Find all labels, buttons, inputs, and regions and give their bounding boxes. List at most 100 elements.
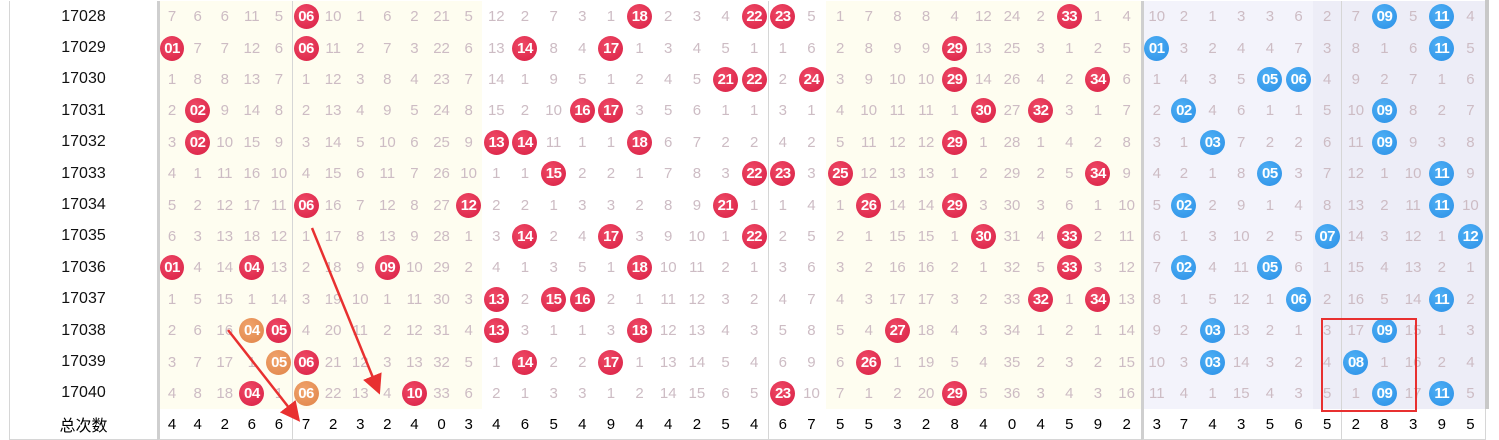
miss-cell: 2 [346, 32, 375, 65]
miss-count: 3 [1065, 102, 1074, 120]
miss-cell: 21 [319, 346, 348, 379]
miss-count: 1 [635, 353, 644, 371]
miss-count: 6 [664, 133, 673, 151]
miss-cell: 5 [711, 346, 741, 379]
red-ball: 10 [401, 380, 427, 406]
miss-cell: 11 [854, 126, 885, 159]
miss-count: 1 [520, 70, 530, 88]
miss-cell: 1 [1026, 315, 1056, 348]
miss-count: 10 [216, 133, 234, 151]
miss-count: 1 [578, 322, 587, 340]
miss-cell: 5 [825, 315, 856, 348]
miss-cell: 3 [400, 32, 429, 65]
ball-cell: 05 [265, 346, 294, 379]
miss-cell: 2 [1198, 189, 1228, 222]
miss-cell: 5 [768, 315, 799, 348]
ball-cell: 33 [1055, 1, 1085, 34]
miss-count: 2 [606, 290, 616, 308]
total-count: 4 [625, 409, 655, 440]
miss-cell: 2 [1255, 126, 1286, 159]
miss-count: 24 [1003, 8, 1021, 26]
ball-cell: 18 [625, 315, 655, 348]
miss-cell: 35 [997, 346, 1028, 379]
miss-cell: 2 [157, 315, 186, 348]
miss-cell: 16 [238, 158, 267, 191]
red-ball: 01 [160, 35, 185, 61]
miss-cell: 15 [482, 95, 512, 128]
miss-cell: 8 [539, 32, 569, 65]
miss-cell: 3 [1255, 1, 1286, 34]
miss-count: 10 [889, 70, 906, 88]
miss-cell: 13 [211, 220, 240, 254]
miss-count: 12 [688, 290, 706, 308]
miss-cell: 1 [238, 283, 267, 316]
ball-cell: 29 [940, 63, 971, 97]
miss-count: 1 [247, 290, 257, 308]
miss-count: 4 [578, 39, 587, 57]
miss-count: 8 [1466, 133, 1475, 151]
miss-cell: 13 [238, 63, 267, 97]
red-ball: 33 [1056, 223, 1082, 249]
miss-count: 1 [1093, 322, 1103, 340]
miss-cell: 13 [1398, 252, 1429, 285]
miss-count: 9 [356, 259, 365, 277]
miss-cell: 1 [940, 220, 971, 254]
red-ball: 22 [741, 161, 767, 187]
red-ball: 02 [185, 129, 211, 155]
miss-cell: 2 [1284, 346, 1314, 379]
miss-cell: 32 [428, 346, 457, 379]
miss-cell: 5 [711, 32, 741, 65]
miss-count: 1 [301, 227, 311, 245]
miss-cell: 11 [883, 95, 913, 128]
miss-cell: 2 [1140, 95, 1171, 128]
miss-cell: 2 [567, 346, 598, 379]
ball-cell: 22 [739, 220, 770, 254]
miss-count: 6 [1152, 227, 1161, 245]
miss-count: 16 [889, 259, 906, 277]
miss-cell: 2 [653, 1, 684, 34]
red-ball: 17 [598, 349, 624, 375]
ball-cell: 10 [400, 377, 429, 411]
miss-cell: 2 [739, 283, 770, 316]
miss-cell: 5 [1456, 377, 1486, 411]
miss-cell: 13 [682, 315, 713, 348]
miss-count: 1 [1322, 259, 1332, 277]
miss-count: 3 [721, 165, 730, 183]
red-ball: 01 [160, 255, 185, 281]
red-ball: 13 [483, 286, 509, 312]
miss-count: 8 [921, 8, 931, 26]
miss-cell: 4 [1198, 252, 1228, 285]
total-count: 2 [211, 409, 240, 440]
miss-count: 5 [167, 196, 177, 214]
miss-cell: 7 [1226, 126, 1257, 159]
miss-cell: 3 [969, 189, 999, 222]
ball-cell: 15 [539, 158, 569, 191]
miss-count: 6 [1237, 102, 1246, 120]
miss-cell: 10 [346, 283, 375, 316]
miss-cell: 1 [1198, 1, 1228, 34]
miss-cell: 2 [1312, 1, 1343, 34]
ball-cell: 11 [1427, 283, 1458, 316]
miss-count: 3 [1152, 133, 1161, 151]
red-ball: 16 [569, 286, 595, 312]
miss-cell: 15 [319, 158, 348, 191]
miss-count: 9 [864, 70, 873, 88]
miss-cell: 9 [911, 32, 942, 65]
miss-count: 5 [1408, 8, 1418, 26]
miss-cell: 3 [825, 63, 856, 97]
miss-count: 5 [464, 353, 473, 371]
miss-count: 13 [1347, 196, 1365, 214]
miss-count: 2 [520, 290, 530, 308]
miss-count: 16 [917, 259, 935, 277]
miss-count: 5 [1322, 384, 1332, 402]
miss-count: 5 [1036, 259, 1045, 277]
ball-cell: 01 [157, 252, 186, 285]
miss-cell: 4 [292, 315, 321, 348]
red-ball: 04 [239, 380, 265, 406]
miss-cell: 1 [482, 158, 512, 191]
miss-count: 1 [520, 165, 530, 183]
miss-count: 3 [1322, 39, 1332, 57]
miss-count: 5 [464, 8, 473, 26]
miss-count: 15 [889, 227, 906, 245]
miss-count: 8 [1152, 290, 1161, 308]
